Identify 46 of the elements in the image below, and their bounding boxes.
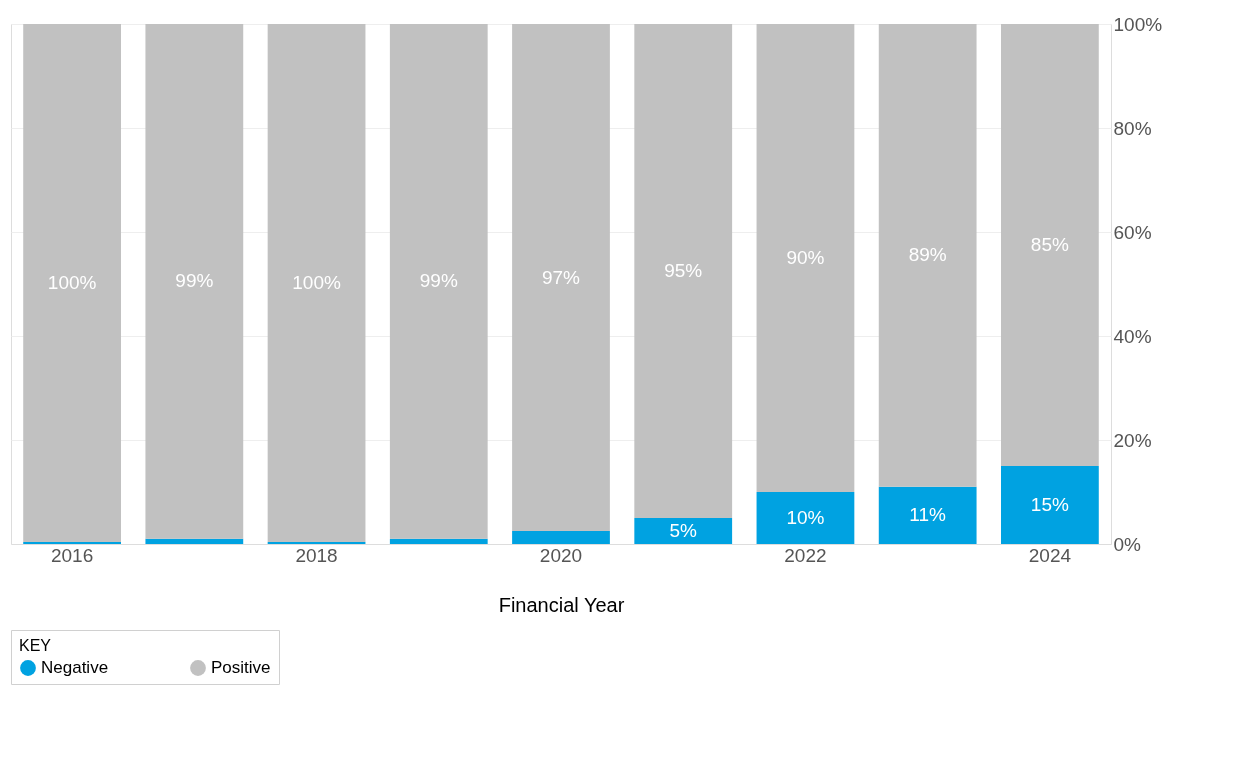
bar bbox=[878, 24, 977, 487]
bar bbox=[1001, 24, 1099, 466]
legend-title: KEY bbox=[19, 637, 52, 654]
bar bbox=[512, 531, 610, 544]
y-tick-label: 20% bbox=[1113, 429, 1152, 451]
bar bbox=[512, 24, 610, 531]
data-label: 97% bbox=[541, 266, 581, 288]
x-tick-label: 2018 bbox=[295, 544, 338, 566]
bar bbox=[756, 24, 855, 492]
bar bbox=[878, 486, 977, 544]
bar bbox=[267, 24, 366, 542]
y-tick-label: 0% bbox=[1113, 533, 1142, 555]
data-label: 100% bbox=[292, 271, 341, 293]
bar bbox=[634, 24, 733, 518]
x-tick-label: 2020 bbox=[539, 544, 583, 566]
bar bbox=[145, 24, 244, 539]
x-tick-label: 2016 bbox=[50, 544, 94, 566]
data-label: 89% bbox=[908, 244, 947, 266]
y-tick-label: 80% bbox=[1113, 117, 1152, 139]
x-axis-title: Financial Year bbox=[498, 593, 625, 616]
bar bbox=[389, 538, 488, 544]
bar bbox=[267, 541, 366, 544]
data-label: 10% bbox=[786, 507, 825, 528]
data-label: 95% bbox=[664, 260, 703, 281]
data-label: 15% bbox=[1030, 494, 1070, 515]
bar bbox=[145, 538, 244, 544]
data-label: 85% bbox=[1030, 234, 1070, 255]
y-tick-label: 40% bbox=[1113, 325, 1152, 347]
bar bbox=[756, 492, 855, 544]
bar bbox=[23, 24, 121, 542]
bar bbox=[389, 24, 488, 539]
y-tick-label: 100% bbox=[1113, 13, 1163, 35]
legend-label: Negative bbox=[41, 658, 109, 677]
data-label: 90% bbox=[786, 247, 825, 268]
data-label: 99% bbox=[419, 270, 458, 292]
data-label: 5% bbox=[669, 520, 698, 541]
x-tick-label: 2024 bbox=[1028, 544, 1072, 566]
bar bbox=[23, 541, 121, 544]
y-tick-label: 60% bbox=[1113, 221, 1152, 243]
legend-label: Positive bbox=[211, 658, 271, 677]
data-label: 99% bbox=[175, 270, 214, 292]
data-label: 11% bbox=[909, 504, 947, 526]
data-label: 100% bbox=[47, 271, 97, 293]
bar bbox=[1001, 466, 1099, 544]
bar bbox=[634, 518, 733, 544]
x-tick-label: 2022 bbox=[784, 544, 827, 566]
